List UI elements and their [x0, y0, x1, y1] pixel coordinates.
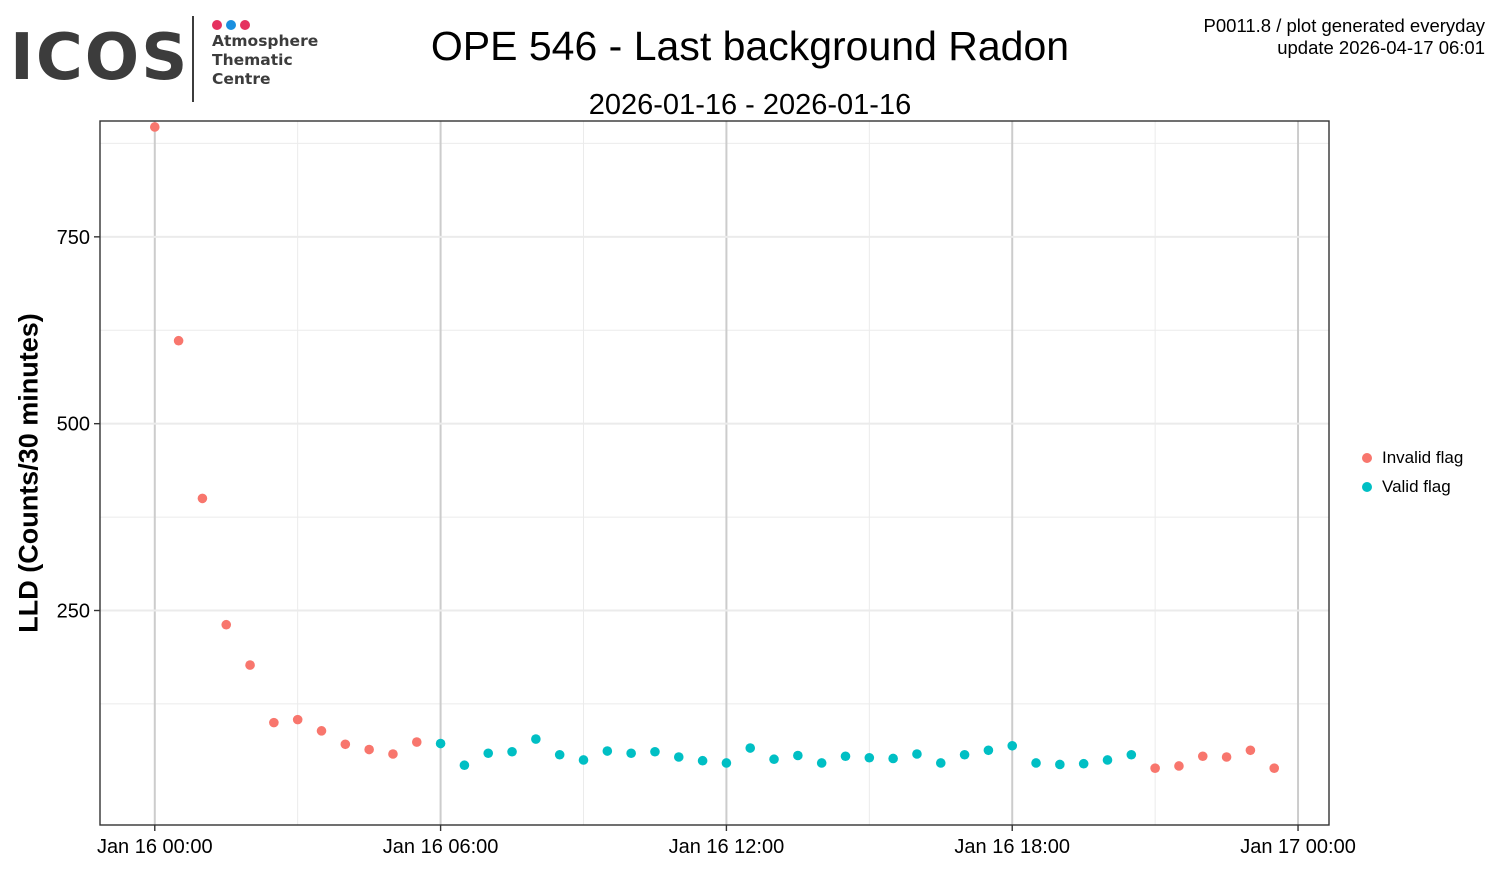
data-point	[840, 751, 851, 762]
logo-separator	[192, 16, 194, 102]
data-point	[769, 754, 779, 765]
data-point	[221, 619, 232, 630]
chart-subtitle: 2026-01-16 - 2026-01-16	[588, 89, 912, 121]
data-point	[316, 726, 327, 736]
data-point	[959, 749, 970, 760]
minor-gridlines	[100, 121, 1329, 825]
legend-key-invalid	[1362, 453, 1372, 463]
y-tick-label: 250	[57, 601, 90, 623]
x-tick-label: Jan 16 00:00	[97, 836, 213, 858]
data-points	[149, 122, 1280, 774]
data-point	[269, 717, 279, 728]
data-point	[1102, 755, 1113, 765]
data-point	[531, 734, 541, 744]
plot-panel-border	[99, 120, 1330, 826]
data-point	[983, 745, 994, 756]
generation-info: P0011.8 / plot generated everyday update…	[1204, 15, 1485, 59]
data-point	[435, 738, 446, 749]
data-point	[245, 660, 255, 670]
data-point	[1150, 763, 1160, 774]
axis-tick-labels: Jan 16 00:00 Jan 16 06:00 Jan 16 12:00 Jan …	[57, 227, 1356, 858]
data-point	[626, 748, 636, 759]
data-point	[1007, 740, 1018, 751]
logo-subtitle-line: Atmosphere	[212, 32, 319, 50]
data-point	[388, 749, 398, 759]
data-point	[650, 746, 660, 757]
x-tick-label: Jan 16 06:00	[383, 836, 499, 858]
logo-dot	[212, 20, 222, 30]
logo-dot	[226, 20, 236, 30]
data-point	[197, 493, 208, 504]
logo-subtitle: Atmosphere Thematic Centre	[212, 32, 318, 89]
logo-subtitle-line: Thematic	[212, 51, 293, 69]
data-point	[1126, 749, 1137, 760]
data-point	[1269, 763, 1280, 774]
x-tick-label: Jan 17 00:00	[1240, 836, 1356, 858]
icos-logo: ICOS Atmosphere Thematic Centre	[10, 10, 340, 105]
data-point	[340, 739, 351, 750]
data-point	[411, 737, 422, 747]
data-point	[888, 753, 898, 764]
data-point	[1031, 758, 1041, 768]
data-point	[935, 758, 946, 768]
data-point	[292, 714, 303, 725]
y-tick-label: 500	[57, 414, 90, 436]
data-point	[149, 122, 160, 132]
major-gridlines	[100, 121, 1329, 825]
data-point	[364, 744, 374, 755]
x-tick-label: Jan 16 18:00	[954, 836, 1070, 858]
data-point	[578, 755, 589, 765]
legend-key-valid	[1362, 482, 1372, 492]
chart-title: OPE 546 - Last background Radon	[430, 23, 1070, 69]
data-point	[173, 335, 184, 346]
data-point	[1055, 759, 1065, 770]
data-point	[816, 758, 827, 768]
y-tick-label: 750	[57, 227, 90, 249]
x-tick-label: Jan 16 12:00	[669, 836, 785, 858]
data-point	[673, 752, 684, 762]
logo-dot	[240, 20, 250, 30]
update-timestamp: update 2026-04-17 06:01	[1277, 37, 1485, 58]
generation-note: P0011.8 / plot generated everyday	[1203, 15, 1485, 36]
data-point	[483, 748, 494, 759]
data-point	[864, 752, 875, 763]
data-point	[793, 750, 803, 761]
legend-label-invalid: Invalid flag	[1382, 448, 1464, 467]
logo-dots	[212, 17, 254, 35]
data-point	[554, 749, 565, 760]
axis-ticks	[94, 236, 1299, 831]
data-point	[1245, 745, 1256, 756]
data-point	[721, 758, 732, 768]
data-point	[1078, 758, 1089, 769]
legend-label-valid: Valid flag	[1382, 477, 1451, 496]
data-point	[1174, 761, 1184, 771]
data-point	[697, 755, 708, 766]
data-point	[1221, 752, 1232, 762]
data-point	[1197, 751, 1208, 762]
logo-wordmark: ICOS	[10, 21, 190, 95]
data-point	[602, 746, 613, 756]
data-point	[745, 743, 756, 753]
data-point	[459, 760, 470, 771]
data-point	[507, 746, 517, 757]
logo-subtitle-line: Centre	[212, 70, 271, 88]
data-point	[912, 749, 922, 759]
